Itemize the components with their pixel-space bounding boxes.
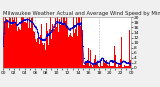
Text: Milwaukee Weather Actual and Average Wind Speed by Minute mph (Last 24 Hours): Milwaukee Weather Actual and Average Win… [3, 11, 160, 16]
